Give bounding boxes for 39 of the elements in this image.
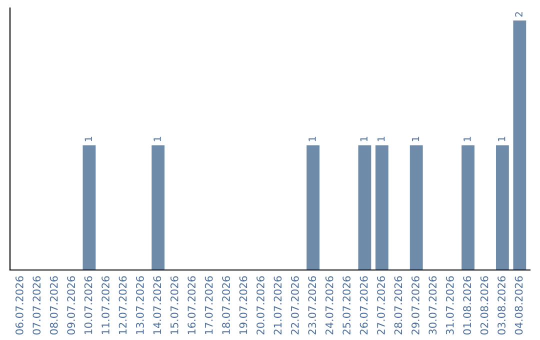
- data-label: 2: [515, 12, 522, 17]
- x-tick-label: 06.07.2026: [15, 276, 24, 335]
- x-tick-label: 03.08.2026: [498, 276, 506, 335]
- x-tick-label: 02.08.2026: [480, 276, 488, 335]
- x-tick-label: 12.07.2026: [118, 276, 127, 334]
- x-tick-label: 26.07.2026: [360, 276, 368, 334]
- x-tick-label: 23.07.2026: [308, 276, 316, 334]
- x-tick-label: 24.07.2026: [325, 276, 334, 334]
- x-tick-label: 18.07.2026: [222, 276, 230, 334]
- x-tick-label: 08.07.2026: [50, 276, 58, 335]
- x-tick-label: 17.07.2026: [204, 276, 213, 334]
- x-tick-label: 30.07.2026: [428, 276, 437, 334]
- data-label: 1: [308, 136, 316, 142]
- x-tick-label: 31.07.2026: [446, 276, 454, 334]
- x-tick-label: 27.07.2026: [377, 276, 385, 334]
- x-tick-label: 09.07.2026: [67, 276, 76, 335]
- x-tick-label: 21.07.2026: [274, 276, 282, 334]
- x-tick-label: 15.07.2026: [170, 276, 178, 334]
- x-tick-label: 04.08.2026: [514, 276, 523, 335]
- data-label: 1: [464, 136, 471, 142]
- data-label: 1: [378, 136, 385, 142]
- data-label: 1: [412, 136, 420, 142]
- x-tick-label: 01.08.2026: [463, 276, 472, 335]
- data-label: 1: [154, 136, 161, 142]
- x-tick-label: 11.07.2026: [102, 276, 110, 334]
- x-tick-label: 25.07.2026: [342, 276, 351, 334]
- x-tick-label: 13.07.2026: [136, 276, 144, 334]
- x-tick-label: 07.07.2026: [32, 276, 41, 335]
- x-tick-label: 28.07.2026: [394, 276, 402, 334]
- x-tick-label: 19.07.2026: [239, 276, 248, 334]
- x-tick-label: 10.07.2026: [84, 276, 92, 334]
- x-tick-label: 22.07.2026: [290, 276, 299, 334]
- x-tick-label: 16.07.2026: [188, 276, 196, 334]
- data-label: 1: [360, 136, 368, 142]
- data-label: 1: [84, 136, 92, 142]
- data-label: 1: [498, 136, 506, 142]
- x-tick-label: 20.07.2026: [256, 276, 264, 334]
- x-tick-label: 29.07.2026: [412, 276, 420, 334]
- x-tick-label: 14.07.2026: [153, 276, 162, 334]
